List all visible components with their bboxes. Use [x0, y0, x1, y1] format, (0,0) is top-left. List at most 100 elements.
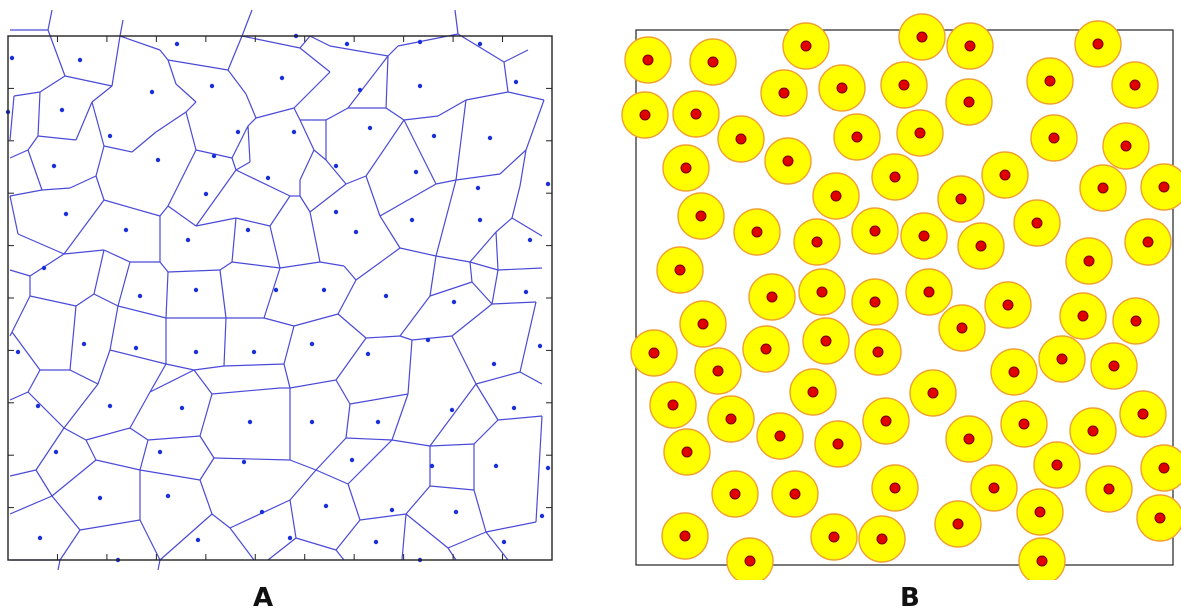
- disk: [733, 208, 781, 256]
- disk-center-dot: [1083, 255, 1095, 267]
- voronoi-edge: [103, 145, 133, 153]
- voronoi-edge: [379, 183, 437, 217]
- disk: [1000, 400, 1048, 448]
- voronoi-edge: [165, 363, 195, 371]
- voronoi-edge: [235, 217, 271, 227]
- disk: [909, 369, 957, 417]
- disk-center-dot: [681, 446, 693, 458]
- voronoi-edge: [27, 391, 65, 429]
- voronoi-edge: [91, 85, 113, 103]
- disk: [663, 428, 711, 476]
- voronoi-edge: [315, 437, 347, 471]
- disk-center-dot: [869, 296, 881, 308]
- voronoi-edge: [119, 19, 124, 37]
- voronoi-seed: [511, 405, 517, 411]
- disk-center-dot: [766, 291, 778, 303]
- voronoi-edge: [75, 101, 93, 141]
- voronoi-edge: [9, 195, 19, 235]
- disk-center-dot: [639, 109, 651, 121]
- disk-center-dot: [1103, 483, 1115, 495]
- voronoi-edge: [11, 295, 31, 333]
- voronoi-seed: [431, 133, 437, 139]
- voronoi-edge: [27, 135, 39, 151]
- voronoi-seed: [51, 163, 57, 169]
- voronoi-edge: [129, 391, 151, 429]
- voronoi-edge: [97, 349, 111, 385]
- disk-center-dot: [872, 346, 884, 358]
- voronoi-edge: [495, 231, 499, 271]
- disk-center-dot: [1002, 299, 1014, 311]
- voronoi-edge: [185, 111, 197, 151]
- disk-center-dot: [707, 56, 719, 68]
- voronoi-edge: [193, 369, 213, 395]
- voronoi-seed: [389, 507, 395, 513]
- voronoi-edge: [51, 459, 97, 497]
- disk: [802, 317, 850, 365]
- voronoi-edge: [109, 305, 119, 351]
- voronoi-seed: [241, 459, 247, 465]
- disk: [689, 38, 737, 86]
- disk-center-dot: [1130, 315, 1142, 327]
- voronoi-edge: [289, 499, 297, 539]
- disk: [624, 36, 672, 84]
- voronoi-edge: [293, 71, 331, 109]
- disk-center-dot: [964, 40, 976, 52]
- voronoi-edge: [93, 249, 105, 295]
- voronoi-edge: [391, 393, 409, 441]
- disk-center-dot: [695, 210, 707, 222]
- disk-center-dot: [828, 531, 840, 543]
- voronoi-edge: [139, 469, 201, 481]
- voronoi-edge: [235, 169, 291, 197]
- voronoi-edge: [155, 111, 187, 133]
- voronoi-seed: [107, 403, 113, 409]
- disk: [1033, 441, 1081, 489]
- voronoi-edge: [503, 61, 509, 93]
- voronoi-edge: [337, 313, 367, 339]
- voronoi-seed: [59, 107, 65, 113]
- voronoi-seed: [409, 217, 415, 223]
- disk-center-dot: [1108, 360, 1120, 372]
- voronoi-edge: [473, 489, 487, 533]
- voronoi-edge: [401, 513, 407, 561]
- voronoi-seed: [513, 79, 519, 85]
- disk: [905, 268, 953, 316]
- disk-center-dot: [1158, 181, 1170, 193]
- voronoi-edge: [519, 371, 543, 385]
- disk: [711, 470, 759, 518]
- disk-center-dot: [1077, 310, 1089, 322]
- voronoi-edge: [117, 261, 131, 307]
- voronoi-seed: [279, 75, 285, 81]
- voronoi-edge: [165, 271, 169, 319]
- voronoi-edge: [365, 335, 401, 339]
- voronoi-edge: [211, 513, 231, 529]
- voronoi-seed: [63, 211, 69, 217]
- disk: [833, 113, 881, 161]
- voronoi-seed: [309, 341, 315, 347]
- voronoi-edge: [437, 99, 467, 117]
- voronoi-edge: [429, 443, 475, 447]
- voronoi-edge: [365, 119, 405, 177]
- voronoi-edge: [149, 363, 167, 393]
- disk: [1059, 292, 1107, 340]
- disk: [984, 281, 1032, 329]
- voronoi-edge: [335, 379, 351, 405]
- disk-center-dot: [923, 286, 935, 298]
- disk-center-dot: [914, 127, 926, 139]
- voronoi-seed: [449, 407, 455, 413]
- voronoi-edge: [167, 269, 221, 273]
- disk: [726, 537, 774, 580]
- voronoi-edge: [379, 215, 401, 249]
- voronoi-edge: [229, 499, 291, 529]
- voronoi-edge: [525, 99, 545, 151]
- voronoi-seed: [211, 153, 217, 159]
- voronoi-edge: [405, 513, 449, 549]
- disk-center-dot: [642, 54, 654, 66]
- voronoi-edge: [345, 403, 351, 439]
- voronoi-seed: [477, 217, 483, 223]
- disk: [782, 22, 830, 70]
- voronoi-edge: [9, 391, 29, 401]
- voronoi-edge: [9, 495, 53, 515]
- disk-center-dot: [1018, 418, 1030, 430]
- disk-center-dot: [760, 343, 772, 355]
- voronoi-edge: [9, 189, 43, 197]
